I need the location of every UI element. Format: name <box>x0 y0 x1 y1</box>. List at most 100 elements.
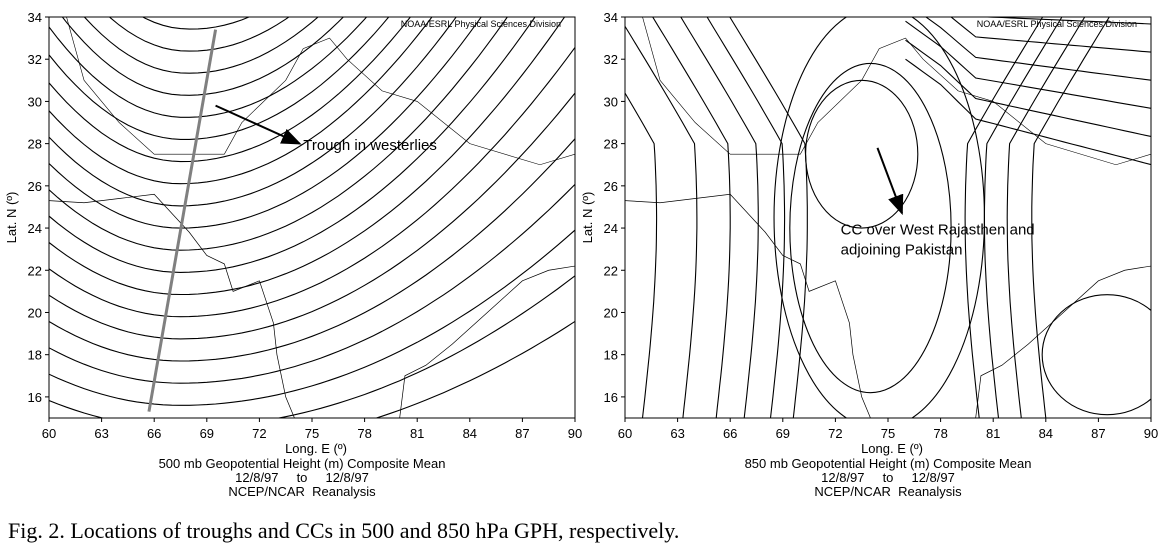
contour-line <box>905 58 1151 166</box>
x-tick-label: 87 <box>515 426 529 441</box>
y-tick-label: 30 <box>28 94 42 109</box>
y-tick-label: 28 <box>28 137 42 152</box>
annotation-text: adjoining Pakistan <box>841 241 963 258</box>
y-tick-label: 18 <box>28 348 42 363</box>
contour-line <box>976 17 1151 25</box>
annotation-text: Trough in westerlies <box>303 137 437 154</box>
x-tick-label: 90 <box>1144 426 1158 441</box>
contour-line <box>905 39 1151 138</box>
y-tick-label: 24 <box>604 221 618 236</box>
panel-850mb: CC over West Rajasthen and adjoining Paki… <box>580 10 1158 499</box>
y-tick-label: 34 <box>28 10 42 25</box>
contour-line <box>49 17 482 229</box>
y-tick-label: 34 <box>604 10 618 25</box>
contour-line <box>905 20 1151 109</box>
x-tick-label: 60 <box>618 426 632 441</box>
contour-line <box>706 17 786 418</box>
contour-line <box>49 229 575 406</box>
closed-contour <box>805 79 919 229</box>
contour-line <box>49 17 390 140</box>
closed-contour <box>773 17 985 418</box>
contour-line <box>49 17 457 207</box>
plot-title-line: NCEP/NCAR Reanalysis <box>814 484 962 499</box>
contour-line <box>680 17 759 418</box>
y-axis-label: Lat. N (º) <box>4 192 19 244</box>
contour-line <box>950 17 1151 53</box>
x-tick-label: 66 <box>147 426 161 441</box>
contour-line <box>1031 17 1110 418</box>
plot-area <box>49 17 575 418</box>
y-tick-label: 32 <box>604 52 618 67</box>
contour-line <box>49 137 575 362</box>
credit-text: NOAA/ESRL Physical Sciences Division <box>977 19 1137 29</box>
y-tick-label: 16 <box>604 390 618 405</box>
y-tick-label: 32 <box>28 52 42 67</box>
contour-line <box>729 17 808 418</box>
contour-line <box>49 275 575 418</box>
contour-line <box>49 17 433 185</box>
contour-line <box>49 17 412 163</box>
contour-line <box>49 17 566 296</box>
x-tick-label: 75 <box>305 426 319 441</box>
x-tick-label: 75 <box>881 426 895 441</box>
country-border <box>642 17 1151 166</box>
y-tick-label: 22 <box>28 263 42 278</box>
contour-line <box>49 17 368 118</box>
x-tick-label: 81 <box>410 426 424 441</box>
y-tick-label: 30 <box>604 94 618 109</box>
y-tick-label: 16 <box>28 390 42 405</box>
y-tick-label: 26 <box>604 179 618 194</box>
closed-contour <box>1041 294 1151 416</box>
plot-area <box>625 17 1151 418</box>
contour-line <box>61 17 345 96</box>
x-tick-label: 63 <box>670 426 684 441</box>
contour-line <box>49 17 508 251</box>
x-tick-label: 69 <box>776 426 790 441</box>
plot-title-line: 12/8/97 to 12/8/97 <box>235 470 369 485</box>
country-border <box>66 17 575 166</box>
figure-caption: Fig. 2. Locations of troughs and CCs in … <box>8 518 680 543</box>
plot-title-line: NCEP/NCAR Reanalysis <box>228 484 376 499</box>
panel-500mb: Trough in westerlies NOAA/ESRL Physical S… <box>4 10 582 499</box>
x-tick-label: 78 <box>933 426 947 441</box>
contour-line <box>983 17 1063 418</box>
credit-text: NOAA/ESRL Physical Sciences Division <box>401 19 561 29</box>
x-tick-label: 84 <box>1039 426 1053 441</box>
contour-line <box>374 320 575 418</box>
contour-line <box>625 92 658 418</box>
x-tick-label: 90 <box>568 426 582 441</box>
x-tick-label: 69 <box>200 426 214 441</box>
y-tick-label: 20 <box>604 305 618 320</box>
x-tick-label: 66 <box>723 426 737 441</box>
contour-line <box>652 17 731 418</box>
plot-title-line: 12/8/97 to 12/8/97 <box>821 470 955 485</box>
contour-line <box>1006 17 1086 418</box>
y-tick-label: 18 <box>604 348 618 363</box>
y-tick-label: 26 <box>28 179 42 194</box>
contour-line <box>108 17 290 52</box>
contour-line <box>49 46 575 318</box>
y-axis-label: Lat. N (º) <box>580 192 595 244</box>
y-tick-label: 24 <box>28 221 42 236</box>
contour-line <box>964 17 1044 418</box>
x-axis-label: Long. E (º) <box>861 441 923 456</box>
contour-line <box>49 183 575 384</box>
x-axis-label: Long. E (º) <box>285 441 347 456</box>
contour-line <box>49 92 575 340</box>
trough-axis-line <box>147 29 218 412</box>
y-tick-label: 28 <box>604 137 618 152</box>
contour-line <box>49 17 536 273</box>
x-tick-label: 78 <box>357 426 371 441</box>
x-tick-label: 60 <box>42 426 56 441</box>
annotation-arrow <box>215 104 302 145</box>
plot-frame <box>624 16 1152 419</box>
y-tick-label: 22 <box>604 263 618 278</box>
east-coastline <box>399 265 575 418</box>
annotation-arrow <box>876 147 904 216</box>
plot-title-line: 850 mb Geopotential Height (m) Composite… <box>745 456 1032 471</box>
x-tick-label: 72 <box>252 426 266 441</box>
x-tick-label: 81 <box>986 426 1000 441</box>
x-tick-label: 72 <box>828 426 842 441</box>
annotation-text: CC over West Rajasthen and <box>841 221 1035 238</box>
